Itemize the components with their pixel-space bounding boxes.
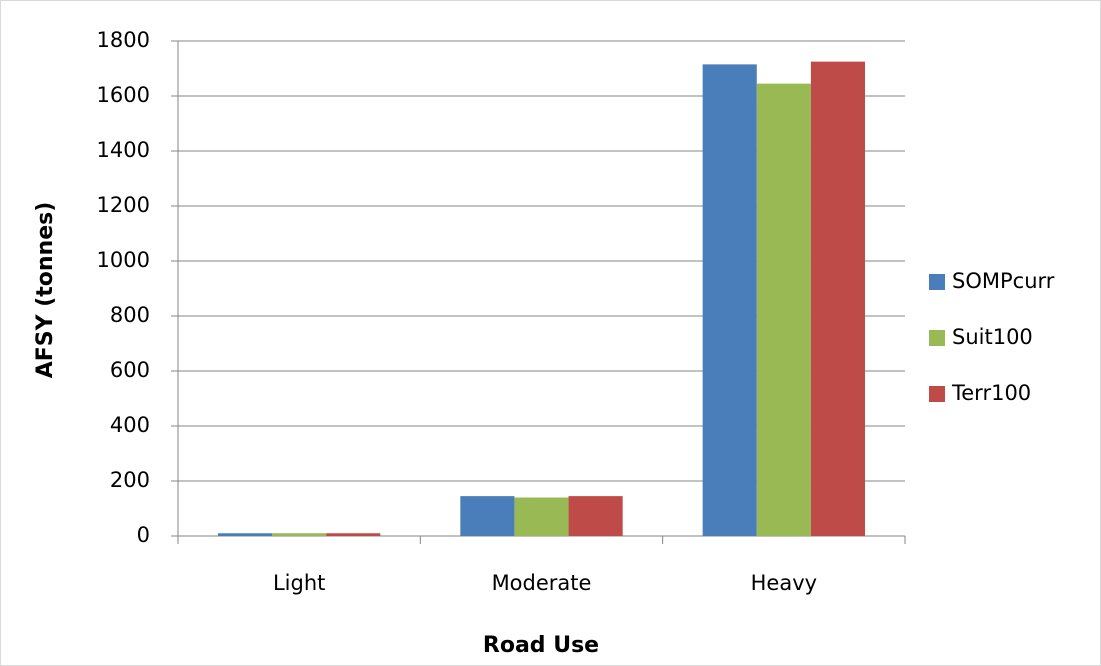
bar: [702, 64, 757, 536]
bar: [460, 496, 515, 536]
legend-label: Suit100: [952, 325, 1033, 349]
y-tick-label: 600: [110, 358, 150, 382]
y-tick-label: 400: [110, 413, 150, 437]
y-tick-label: 1000: [97, 248, 150, 272]
y-tick-label: 1200: [97, 193, 150, 217]
y-tick-label: 200: [110, 468, 150, 492]
legend-swatch: [929, 330, 945, 346]
x-tick-label: Heavy: [751, 571, 817, 595]
bar: [756, 83, 811, 536]
y-tick-label: 0: [137, 523, 150, 547]
x-tick-label: Moderate: [492, 571, 592, 595]
x-tick-label: Light: [273, 571, 325, 595]
legend-label: SOMPcurr: [952, 269, 1055, 293]
bar: [217, 533, 273, 536]
y-tick-label: 1400: [97, 138, 150, 162]
bar: [514, 497, 569, 536]
y-tick-label: 1600: [97, 83, 150, 107]
bar: [568, 496, 623, 536]
y-tick-label: 800: [110, 303, 150, 327]
y-axis-label: AFSY (tonnes): [33, 202, 58, 379]
x-axis-label: Road Use: [483, 633, 599, 658]
bar: [326, 533, 381, 536]
legend-label: Terr100: [951, 381, 1031, 405]
legend-swatch: [929, 274, 945, 290]
legend-swatch: [929, 386, 945, 402]
bar: [810, 61, 866, 536]
y-tick-label: 1800: [97, 28, 150, 52]
bar: [272, 533, 327, 536]
